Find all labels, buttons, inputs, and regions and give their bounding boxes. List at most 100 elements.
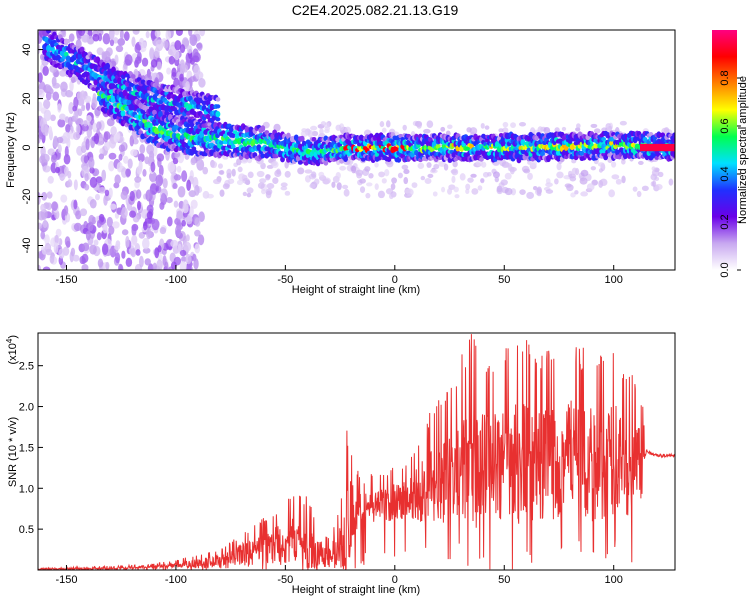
spectrogram-cell [307,130,314,138]
spectrogram-cell [55,228,62,237]
spectrogram-cell [205,113,211,120]
spectrogram-cell [89,244,97,255]
spectrogram-cell [44,234,50,246]
spectrogram-cell [118,153,123,161]
spectrogram-cell [466,127,472,133]
spectrogram-cell [672,152,675,158]
spectrogram-cell [441,186,446,193]
spectrogram-cell [536,186,542,195]
spectrogram-cell [93,132,100,145]
spectrogram-cell [342,184,349,190]
spectrogram-cell [381,178,387,184]
spectrogram-cell [219,189,225,197]
spectrogram-x-tick-label: -150 [55,274,77,286]
spectrogram-cell [79,208,88,217]
spectrogram-cell [89,176,98,188]
spectrogram-cell [144,217,153,224]
spectrogram-cell [38,101,43,112]
spectrogram-cell [199,130,205,137]
spectrogram-cell [125,168,131,177]
spectrogram-cell [134,119,140,124]
spectrogram-cell [432,191,438,197]
spectrogram-cell [38,264,41,270]
spectrogram-x-ticks: -150 -100 -50 0 50 100 [55,265,623,286]
spectrogram-cell [164,261,169,270]
spectrogram-cell [168,55,175,65]
spectrogram-cell [82,242,90,252]
spectrogram-cell [50,114,56,122]
spectrogram-cell [554,127,560,133]
spectrogram-panel: -150 -100 -50 0 50 100 -40 -20 0 20 40 Height of … [5,29,676,296]
spectrogram-cell [118,136,125,144]
spectrogram-cell [52,91,60,101]
spectrogram-cell [502,121,509,128]
spectrogram-cell [101,51,107,59]
spectrogram-cell [416,121,422,129]
spectrogram-cell [545,182,553,188]
spectrogram-cell [440,126,446,132]
spectrogram-cell [97,258,104,268]
spectrogram-cell [175,30,183,37]
spectrogram-frame [37,29,676,271]
spectrogram-cell [523,168,531,174]
spectrogram-cell [174,40,182,51]
spectrogram-cell [56,136,64,144]
spectrogram-cell [459,173,466,181]
spectrogram-x-tick-label: -50 [277,274,293,286]
spectrogram-cell [152,262,157,270]
spectrogram-cell [172,182,178,190]
spectrogram-cell [120,190,128,201]
colorbar-tick-label: 0.4 [719,166,731,181]
spectrogram-cell [265,190,272,199]
spectrogram-cell [266,183,275,189]
spectrogram-cell [365,192,371,199]
spectrogram-cell [297,167,305,175]
spectrogram-cell [231,168,236,177]
spectrogram-cell [108,89,114,95]
spectrogram-cell [101,169,107,182]
spectrogram-cell [46,191,53,199]
spectrogram-cell [60,194,68,203]
spectrogram-cell [63,205,69,216]
spectrogram-cell [196,42,203,51]
spectrogram-cell [92,122,98,133]
spectrogram-cell [571,159,577,164]
spectrogram-cell [105,261,110,270]
spectrogram-cell [135,249,141,256]
spectrogram-cell [84,95,92,104]
spectrogram-cell [114,252,121,264]
snr-x-tick-label: -100 [165,574,187,586]
spectrogram-cell [310,125,318,131]
spectrogram-cell [386,160,394,168]
spectrogram-cell [166,67,172,75]
spectrogram-cell [150,59,158,68]
spectrogram-cell [202,166,209,175]
snr-series-line [38,334,675,570]
spectrogram-cell [280,156,285,163]
spectrogram-cell [124,54,133,66]
spectrogram-cell [242,178,250,184]
spectrogram-cell [38,43,41,55]
snr-frame [37,332,676,571]
spectrogram-cell [580,191,589,197]
spectrogram-cell [166,216,173,227]
spectrogram-cell [134,43,141,54]
spectrogram-cell [590,166,596,171]
spectrogram-cell [144,258,151,266]
spectrogram-cell [77,108,83,117]
spectrogram-cell [57,144,62,154]
spectrogram-cell [378,171,385,178]
spectrogram-cell [65,89,74,98]
spectrogram-cell [484,125,490,130]
spectrogram-cell [426,120,434,128]
spectrogram-cell [131,36,136,47]
spectrogram-cell [451,168,459,176]
spectrogram-cell [85,230,91,241]
spectrogram-cell [67,116,73,128]
spectrogram-cell [236,179,244,186]
spectrogram-cell [632,186,638,192]
spectrogram-cell [402,124,407,131]
spectrogram-cell [116,161,123,173]
spectrogram-cell [77,53,83,60]
spectrogram-cell [114,174,121,185]
